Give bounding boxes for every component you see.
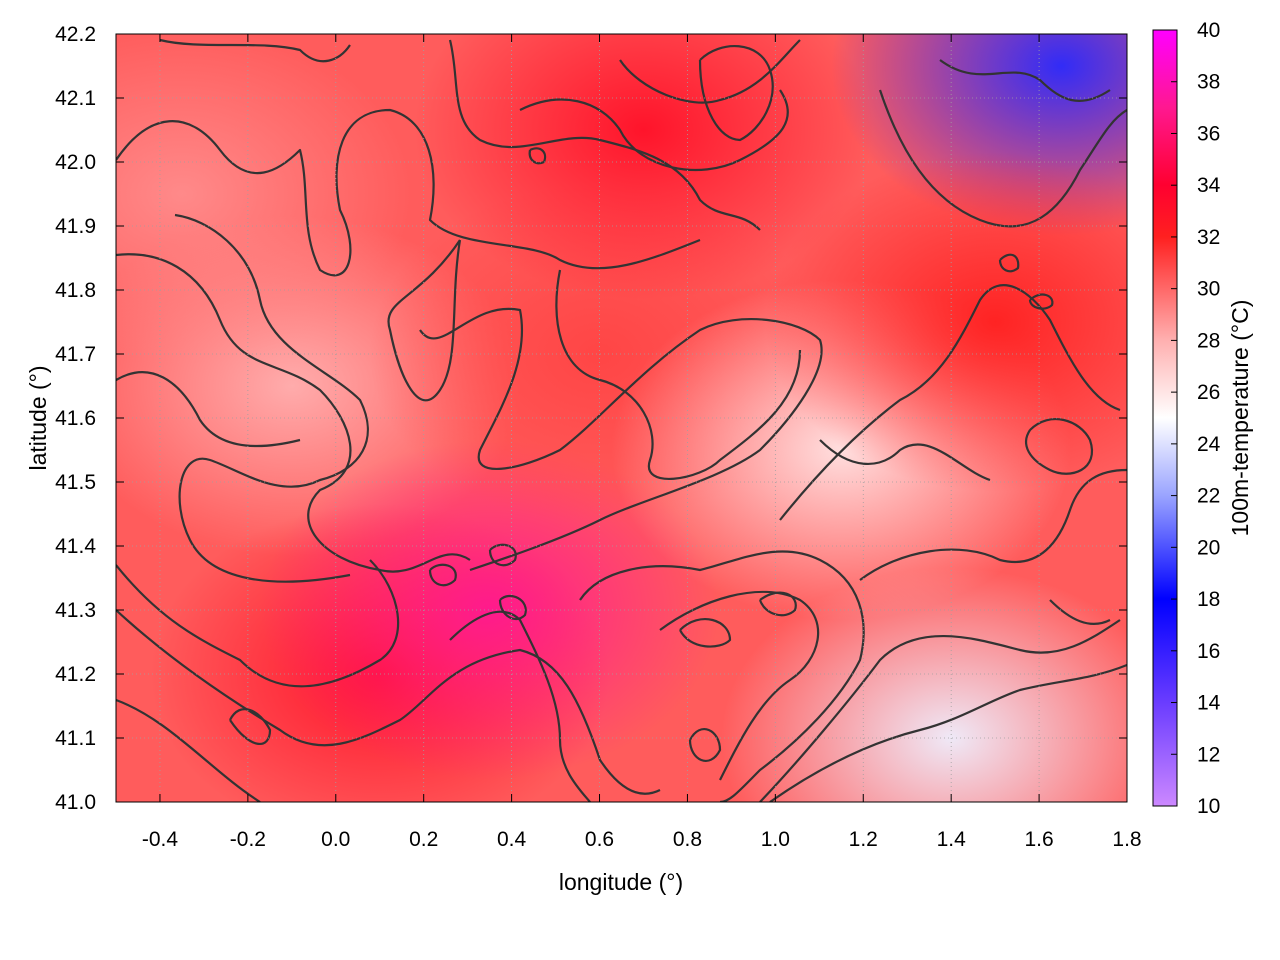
contour-lines xyxy=(116,38,1127,802)
y-tick-label: 41.3 xyxy=(55,599,96,622)
contour-line xyxy=(449,610,591,802)
contour-line xyxy=(116,698,261,802)
x-tick-label: -0.4 xyxy=(142,828,179,851)
contour-line xyxy=(758,591,797,617)
contour-line xyxy=(688,728,722,762)
colorbar-tick-label: 36 xyxy=(1197,122,1220,145)
temperature-region xyxy=(765,152,1127,492)
x-tick-label: 1.6 xyxy=(1024,828,1053,851)
colorbar-title: 100m-temperature (°C) xyxy=(1227,300,1253,537)
contour-line xyxy=(498,594,527,621)
y-axis-title: latitude (°) xyxy=(25,365,51,470)
contour-line xyxy=(759,619,1121,802)
contour-line xyxy=(174,213,369,583)
x-tick-label: 1.8 xyxy=(1112,828,1141,851)
x-tick-label: 0.8 xyxy=(673,828,702,851)
y-tick-label: 42.0 xyxy=(55,151,96,174)
x-axis-title: longitude (°) xyxy=(559,869,683,895)
colorbar-tick-label: 18 xyxy=(1197,588,1220,611)
y-tick-label: 41.9 xyxy=(55,215,96,238)
x-tick-label: 0.6 xyxy=(585,828,614,851)
temperature-region xyxy=(116,34,412,364)
contour-line xyxy=(769,663,1127,802)
x-tick-label: 1.0 xyxy=(761,828,790,851)
contour-line xyxy=(1024,418,1093,475)
colorbar-tick-label: 16 xyxy=(1197,640,1220,663)
y-axis-ticks: 41.0 41.1 41.2 41.3 41.4 41.5 41.6 41.7 41.8 41.9… xyxy=(55,23,1127,814)
x-tick-label: 0.0 xyxy=(321,828,350,851)
contour-line xyxy=(229,708,272,746)
y-tick-label: 41.4 xyxy=(55,535,96,558)
y-tick-label: 41.6 xyxy=(55,407,96,430)
colorbar-tick-label: 34 xyxy=(1197,174,1221,197)
colorbar-tick-label: 24 xyxy=(1197,433,1221,456)
temperature-region xyxy=(259,440,720,780)
contour-line xyxy=(159,38,351,63)
colorbar-ticks: 10 12 14 16 18 20 22 24 26 28 30 32 34 36 38 40 xyxy=(1171,19,1221,818)
contour-line xyxy=(878,89,1127,228)
colorbar-tick-label: 38 xyxy=(1197,71,1220,94)
contour-line xyxy=(116,559,400,688)
y-tick-label: 41.8 xyxy=(55,279,96,302)
colorbar-gradient xyxy=(1152,29,1178,807)
contour-line xyxy=(859,468,1127,581)
x-tick-label: -0.2 xyxy=(230,828,266,851)
heatmap-plot-area xyxy=(116,34,1127,802)
contour-line xyxy=(1049,599,1111,625)
colorbar-tick-label: 20 xyxy=(1197,536,1220,559)
contour-line xyxy=(619,39,801,104)
x-tick-label: 0.2 xyxy=(409,828,438,851)
contour-line xyxy=(698,45,774,142)
colorbar-tick-label: 40 xyxy=(1197,19,1220,42)
contour-line xyxy=(448,39,761,231)
x-tick-label: 0.4 xyxy=(497,828,527,851)
contour-line xyxy=(779,284,1121,521)
x-tick-label: 1.4 xyxy=(937,828,967,851)
y-tick-label: 41.7 xyxy=(55,343,96,366)
colorbar-tick-label: 26 xyxy=(1197,381,1220,404)
colorbar-tick-label: 30 xyxy=(1197,278,1220,301)
colorbar-tick-label: 12 xyxy=(1197,743,1220,766)
temperature-regions xyxy=(116,34,1127,802)
contour-line xyxy=(659,590,820,781)
contour-line xyxy=(939,59,1111,102)
contour-line xyxy=(579,550,865,802)
colorbar-tick-label: 22 xyxy=(1197,485,1220,508)
contour-line xyxy=(116,108,701,277)
colorbar-tick-label: 28 xyxy=(1197,329,1220,352)
y-tick-label: 41.2 xyxy=(55,663,96,686)
contour-line xyxy=(116,253,471,573)
colorbar: 10 12 14 16 18 20 22 24 26 28 30 32 34 36 38 40 100m-te… xyxy=(1152,19,1253,818)
y-tick-label: 41.0 xyxy=(55,791,96,814)
y-tick-label: 41.1 xyxy=(55,727,96,750)
contour-line xyxy=(819,439,991,482)
contour-line xyxy=(419,307,823,572)
contour-line xyxy=(116,609,661,795)
x-axis-ticks: -0.4 -0.2 0.0 0.2 0.4 0.6 0.8 1.0 1.2 1.4 1.6 1.8 xyxy=(142,34,1142,851)
contour-line xyxy=(488,543,517,567)
y-tick-label: 42.2 xyxy=(55,23,96,46)
colorbar-tick-label: 32 xyxy=(1197,226,1220,249)
y-tick-label: 42.1 xyxy=(55,87,96,110)
y-tick-label: 41.5 xyxy=(55,471,96,494)
contour-line xyxy=(555,269,802,481)
temperature-region xyxy=(413,34,874,300)
contour-line xyxy=(998,253,1020,273)
contour-line xyxy=(116,371,301,448)
contour-line xyxy=(428,563,457,587)
colorbar-tick-label: 14 xyxy=(1197,692,1221,715)
contour-line xyxy=(387,239,462,402)
temperature-region xyxy=(721,568,1127,802)
contour-line xyxy=(519,89,789,172)
contour-line xyxy=(679,618,732,648)
x-tick-label: 1.2 xyxy=(849,828,878,851)
colorbar-tick-label: 10 xyxy=(1197,795,1220,818)
